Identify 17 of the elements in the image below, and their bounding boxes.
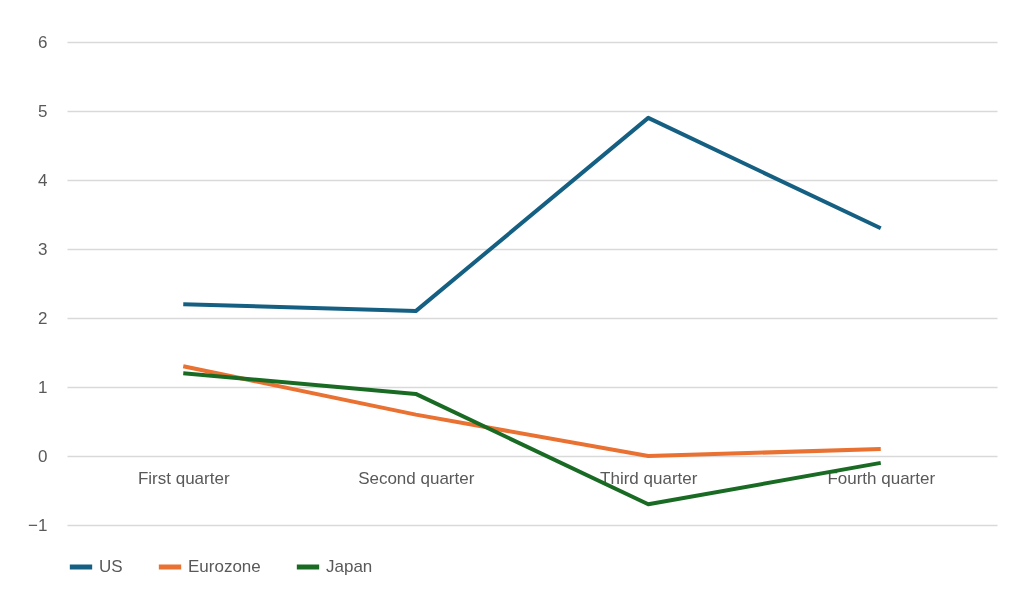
y-tick-label: 6 bbox=[38, 32, 48, 52]
x-tick-label: Second quarter bbox=[358, 468, 475, 488]
legend-label: US bbox=[99, 557, 123, 576]
y-tick-label: 1 bbox=[38, 377, 48, 397]
y-tick-label: −1 bbox=[28, 515, 48, 535]
y-tick-label: 4 bbox=[38, 170, 48, 190]
line-series bbox=[181, 364, 883, 458]
legend-label: Eurozone bbox=[188, 557, 261, 576]
y-tick-label: 0 bbox=[38, 446, 48, 466]
x-tick-label: First quarter bbox=[137, 468, 230, 488]
legend-label: Japan bbox=[326, 557, 373, 576]
y-tick-label: 3 bbox=[38, 239, 48, 259]
x-tick-label: Third quarter bbox=[600, 468, 698, 488]
y-tick-label: 2 bbox=[38, 308, 48, 328]
y-tick-label: 5 bbox=[38, 101, 48, 121]
x-tick-label: Fourth quarter bbox=[827, 468, 936, 488]
line-series bbox=[181, 115, 883, 314]
